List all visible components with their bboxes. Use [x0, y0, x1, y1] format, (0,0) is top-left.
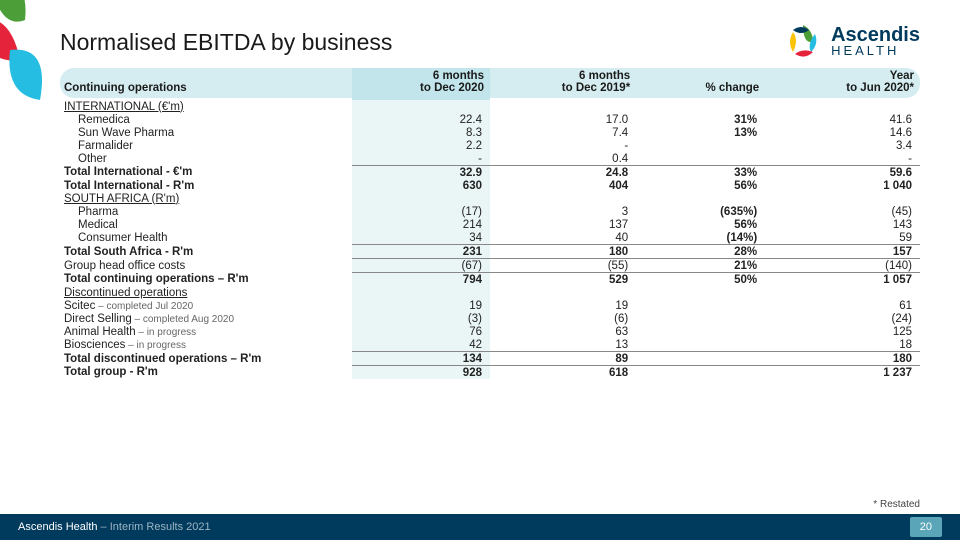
table-row: Total International - €'m32.924.833%59.6 [60, 166, 920, 180]
table-row: Discontinued operations [60, 286, 920, 299]
table-row: Total discontinued operations – R'm13489… [60, 352, 920, 366]
table-row: Group head office costs(67)(55)21%(140) [60, 259, 920, 273]
table-row: Total group - R'm9286181 237 [60, 366, 920, 380]
table-row: Remedica22.417.031%41.6 [60, 113, 920, 126]
col-change: % change [636, 68, 765, 100]
page-number: 20 [910, 517, 942, 537]
company-logo: AscendisHEALTH [783, 22, 920, 62]
page-title: Normalised EBITDA by business [60, 29, 392, 56]
table-row: Direct Selling – completed Aug 2020(3)(6… [60, 312, 920, 325]
table-row: Total International - R'm63040456%1 040 [60, 179, 920, 192]
table-row: Other-0.4- [60, 152, 920, 166]
table-row: Total South Africa - R'm23118028%157 [60, 245, 920, 259]
table-row: INTERNATIONAL (€'m) [60, 100, 920, 113]
footer-company: Ascendis Health [18, 521, 98, 533]
table-row: SOUTH AFRICA (R'm) [60, 192, 920, 205]
table-row: Pharma(17)3(635%)(45) [60, 205, 920, 218]
table-row: Farmalider2.2-3.4 [60, 139, 920, 152]
table-row: Animal Health – in progress7663125 [60, 325, 920, 338]
table-row: Consumer Health3440(14%)59 [60, 231, 920, 245]
table-row: Total continuing operations – R'm7945295… [60, 273, 920, 287]
col-label: Continuing operations [60, 68, 352, 100]
table-row: Biosciences – in progress421318 [60, 338, 920, 352]
restated-note: * Restated [873, 499, 920, 510]
col-jun2020: Yearto Jun 2020* [765, 68, 920, 100]
col-dec2020: 6 monthsto Dec 2020 [352, 68, 490, 100]
table-row: Scitec – completed Jul 2020191961 [60, 299, 920, 312]
table-row: Sun Wave Pharma8.37.413%14.6 [60, 126, 920, 139]
table-row: Medical21413756%143 [60, 218, 920, 231]
col-dec2019: 6 monthsto Dec 2019* [490, 68, 636, 100]
ebitda-table: Continuing operations 6 monthsto Dec 202… [60, 68, 920, 379]
footer-subtitle: – Interim Results 2021 [98, 521, 211, 533]
footer: Ascendis Health – Interim Results 2021 2… [0, 514, 960, 540]
